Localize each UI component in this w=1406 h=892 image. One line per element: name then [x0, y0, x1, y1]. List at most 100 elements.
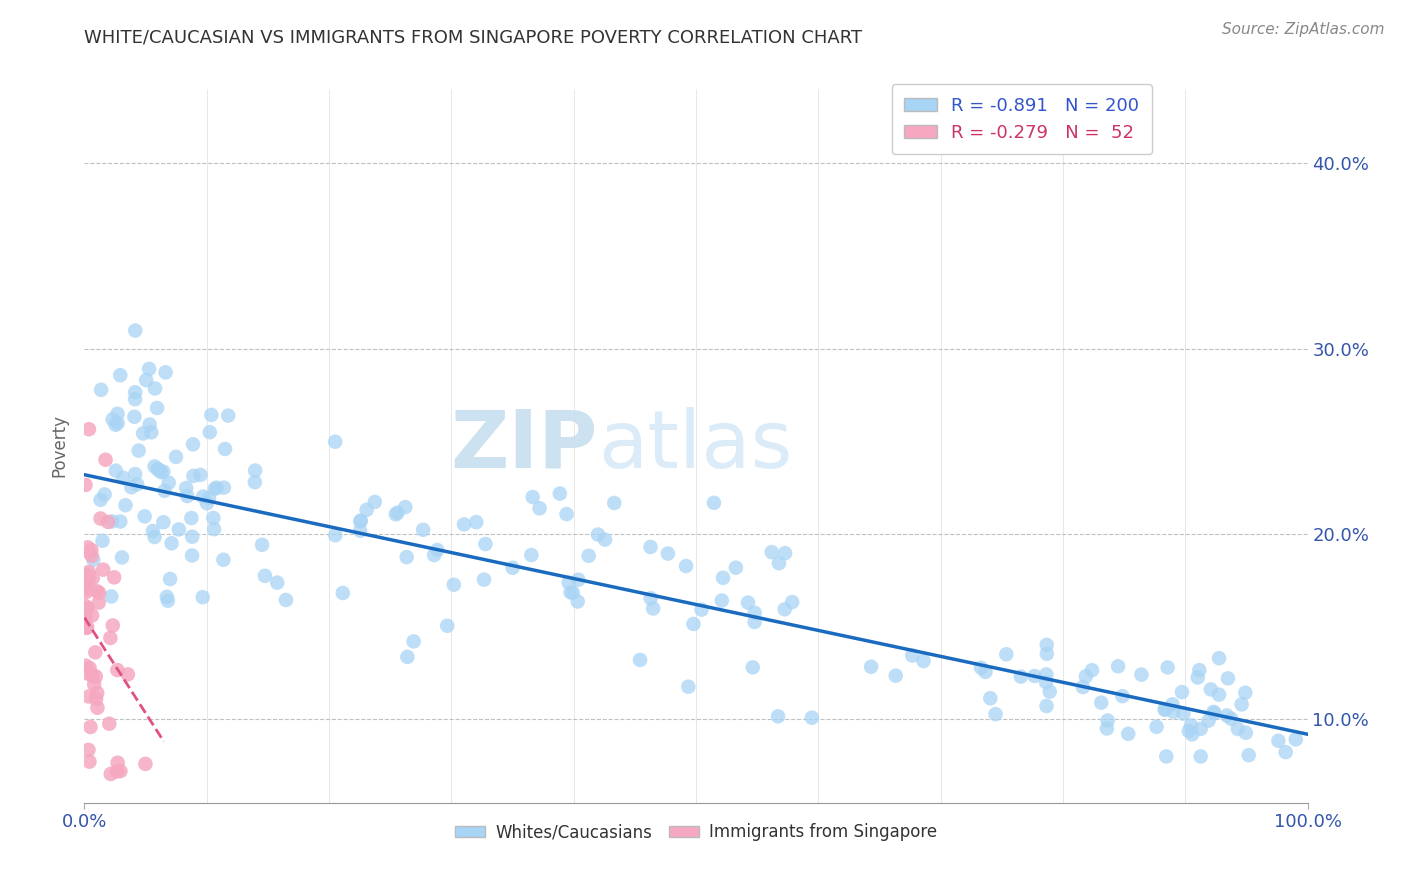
Point — [110, 764, 132, 778]
Point — [1237, 748, 1260, 763]
Point — [212, 481, 235, 495]
Point — [984, 707, 1007, 722]
Point — [773, 546, 796, 560]
Point — [520, 548, 543, 562]
Point — [349, 524, 371, 538]
Point — [100, 631, 122, 645]
Point — [107, 756, 129, 770]
Point — [1039, 684, 1062, 698]
Point — [132, 426, 155, 441]
Point — [979, 691, 1001, 706]
Point — [1199, 682, 1222, 697]
Point — [578, 549, 600, 563]
Point — [474, 537, 496, 551]
Point — [1216, 708, 1239, 723]
Point — [77, 690, 100, 704]
Point — [174, 481, 197, 495]
Point — [1036, 647, 1059, 661]
Point — [465, 515, 488, 529]
Point — [1024, 669, 1046, 683]
Point — [711, 571, 734, 585]
Point — [1198, 714, 1220, 728]
Point — [1220, 712, 1243, 726]
Point — [548, 486, 571, 500]
Point — [77, 545, 100, 559]
Point — [349, 514, 371, 528]
Point — [396, 649, 419, 664]
Point — [243, 463, 266, 477]
Point — [356, 503, 378, 517]
Point — [1107, 659, 1129, 673]
Point — [87, 586, 110, 600]
Point — [107, 407, 129, 421]
Point — [350, 514, 373, 528]
Point — [193, 490, 215, 504]
Point — [183, 469, 205, 483]
Point — [79, 755, 101, 769]
Point — [675, 559, 697, 574]
Point — [104, 417, 127, 432]
Point — [84, 669, 107, 683]
Point — [737, 596, 759, 610]
Point — [560, 585, 582, 599]
Point — [1111, 689, 1133, 703]
Point — [1074, 669, 1097, 683]
Point — [1234, 726, 1257, 740]
Point — [143, 530, 166, 544]
Point — [586, 527, 609, 541]
Point — [134, 509, 156, 524]
Legend: Whites/Caucasians, Immigrants from Singapore: Whites/Caucasians, Immigrants from Singa… — [449, 817, 943, 848]
Point — [152, 516, 174, 530]
Point — [1161, 698, 1184, 712]
Point — [741, 660, 763, 674]
Point — [110, 368, 132, 383]
Point — [94, 452, 117, 467]
Point — [970, 661, 993, 675]
Point — [567, 573, 589, 587]
Point — [77, 572, 100, 586]
Point — [104, 464, 127, 478]
Point — [75, 599, 97, 614]
Point — [212, 553, 235, 567]
Point — [160, 536, 183, 550]
Point — [1071, 680, 1094, 694]
Point — [167, 523, 190, 537]
Point — [146, 462, 169, 476]
Point — [127, 477, 149, 491]
Point — [75, 610, 97, 624]
Point — [124, 392, 146, 406]
Point — [1230, 698, 1253, 712]
Point — [402, 634, 425, 648]
Point — [1285, 732, 1308, 747]
Point — [138, 417, 160, 432]
Point — [75, 582, 97, 597]
Point — [93, 487, 115, 501]
Point — [111, 550, 134, 565]
Point — [155, 365, 177, 379]
Point — [643, 601, 665, 615]
Point — [97, 515, 120, 529]
Point — [1202, 705, 1225, 719]
Point — [250, 538, 273, 552]
Point — [82, 552, 104, 566]
Point — [98, 716, 121, 731]
Point — [628, 653, 651, 667]
Point — [75, 585, 97, 599]
Point — [1130, 667, 1153, 681]
Point — [142, 524, 165, 538]
Point — [153, 483, 176, 498]
Point — [86, 686, 108, 700]
Point — [82, 571, 104, 585]
Point — [90, 383, 112, 397]
Point — [426, 543, 449, 558]
Point — [195, 496, 218, 510]
Point — [101, 412, 124, 426]
Point — [101, 515, 124, 529]
Point — [152, 465, 174, 479]
Point — [141, 425, 163, 440]
Point — [112, 471, 135, 485]
Point — [773, 602, 796, 616]
Point — [82, 669, 104, 683]
Point — [1116, 727, 1139, 741]
Point — [640, 540, 662, 554]
